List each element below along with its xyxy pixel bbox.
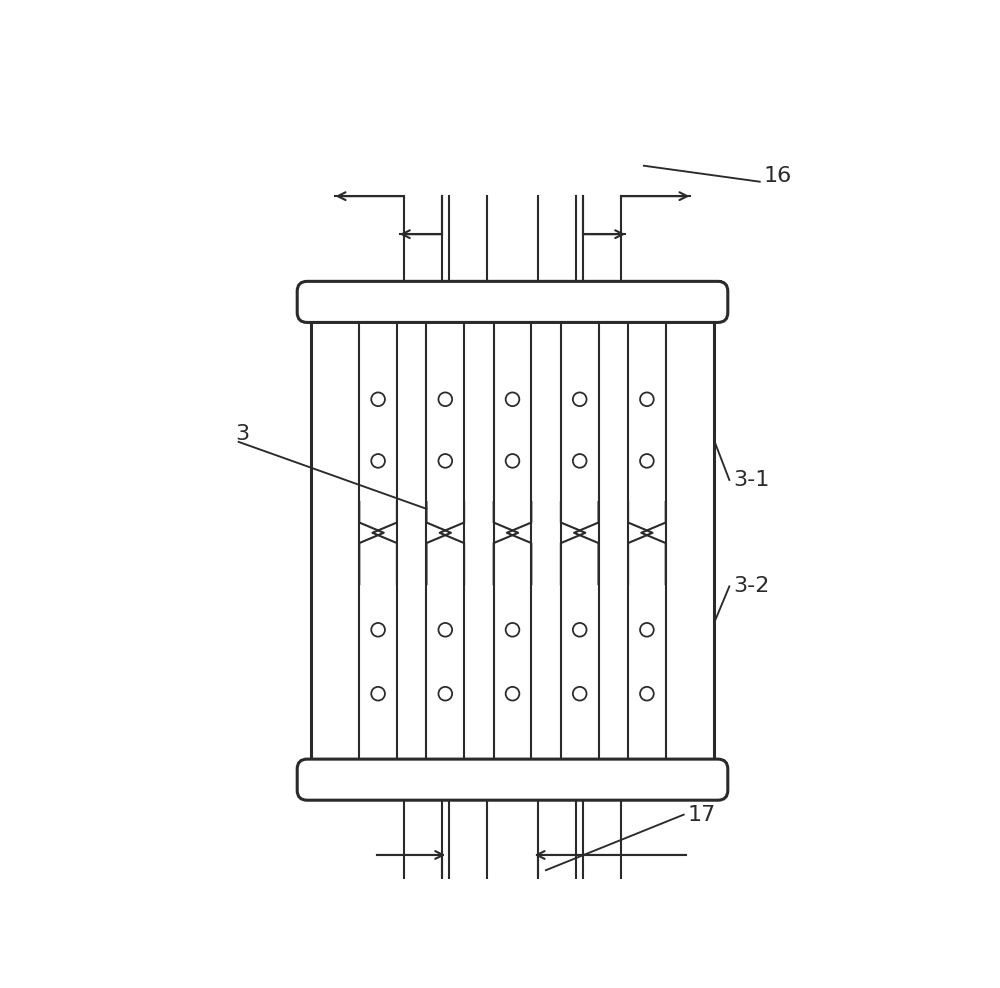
Circle shape bbox=[573, 687, 587, 700]
FancyBboxPatch shape bbox=[297, 282, 728, 322]
Text: 3-1: 3-1 bbox=[733, 470, 769, 490]
Bar bbox=[311, 312, 714, 769]
Circle shape bbox=[640, 623, 654, 636]
Text: 16: 16 bbox=[764, 166, 792, 186]
Circle shape bbox=[506, 454, 519, 467]
Circle shape bbox=[640, 392, 654, 406]
Circle shape bbox=[506, 392, 519, 406]
Circle shape bbox=[640, 454, 654, 467]
Circle shape bbox=[573, 623, 587, 636]
Circle shape bbox=[371, 454, 385, 467]
Circle shape bbox=[371, 687, 385, 700]
Circle shape bbox=[438, 392, 452, 406]
Circle shape bbox=[371, 623, 385, 636]
Circle shape bbox=[506, 623, 519, 636]
Text: 3-2: 3-2 bbox=[733, 576, 769, 597]
Circle shape bbox=[438, 623, 452, 636]
Circle shape bbox=[506, 687, 519, 700]
Text: 17: 17 bbox=[687, 804, 716, 825]
Text: 3: 3 bbox=[235, 424, 249, 445]
FancyBboxPatch shape bbox=[297, 759, 728, 800]
Text: 5: 5 bbox=[710, 280, 725, 299]
Circle shape bbox=[573, 392, 587, 406]
Circle shape bbox=[438, 454, 452, 467]
Circle shape bbox=[640, 687, 654, 700]
Text: 4: 4 bbox=[710, 759, 724, 779]
Circle shape bbox=[371, 392, 385, 406]
Circle shape bbox=[573, 454, 587, 467]
Circle shape bbox=[438, 687, 452, 700]
